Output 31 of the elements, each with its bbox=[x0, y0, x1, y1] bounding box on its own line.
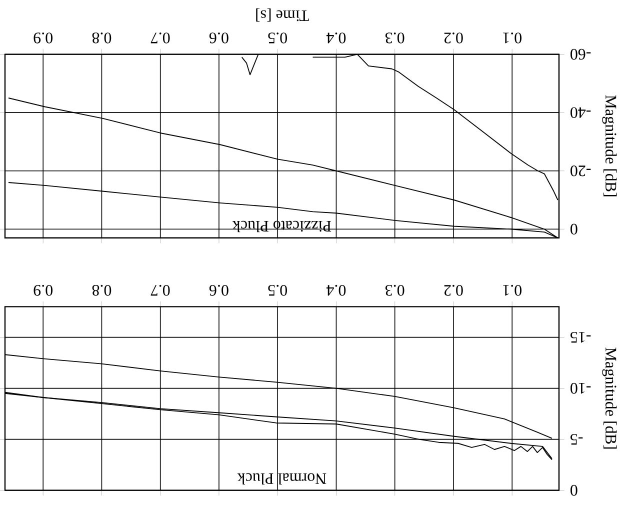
x-tick-label: 0.5 bbox=[268, 32, 287, 44]
x-tick-label: 0.1 bbox=[503, 32, 522, 44]
x-tick-label: 0.5 bbox=[268, 284, 287, 296]
y-axis-title: Magnitude [dB] bbox=[602, 95, 617, 196]
y-tick-label: 0 bbox=[570, 484, 578, 496]
x-tick-label: 0.7 bbox=[150, 284, 170, 296]
y-tick-label: -15 bbox=[570, 332, 591, 343]
text: Normal Pluck bbox=[237, 473, 326, 484]
y-tick-label: -10 bbox=[570, 382, 591, 394]
x-tick-label: 0.6 bbox=[209, 284, 228, 296]
x-tick-label: 0.4 bbox=[326, 284, 346, 296]
x-tick-label: 0.1 bbox=[503, 284, 522, 296]
x-tick-label: 0.3 bbox=[385, 284, 404, 296]
x-tick-label: 0.9 bbox=[34, 32, 52, 44]
x-tick-label: 0.2 bbox=[444, 284, 463, 296]
y-axis-title: Magnitude [dB] bbox=[602, 348, 617, 449]
y-tick-label: -40 bbox=[570, 107, 591, 118]
y-tick-label: -60 bbox=[570, 48, 591, 60]
x-tick-label: 0.3 bbox=[385, 32, 404, 44]
x-tick-label: 0.6 bbox=[209, 32, 228, 44]
x-tick-label: 0.4 bbox=[326, 32, 346, 44]
x-tick-label: 0.8 bbox=[92, 284, 112, 296]
y-tick-label: 0 bbox=[570, 224, 578, 235]
text: Pizzicato Pluck bbox=[232, 220, 332, 232]
x-tick-label: 0.7 bbox=[150, 32, 170, 44]
y-tick-label: -5 bbox=[570, 434, 583, 445]
x-tick-label: 0.2 bbox=[444, 32, 463, 44]
x-tick-label: 0.8 bbox=[92, 32, 112, 44]
x-tick-label: 0.9 bbox=[34, 284, 52, 296]
x-axis-title: Time [s] bbox=[256, 8, 309, 22]
y-tick-label: -20 bbox=[570, 165, 591, 176]
